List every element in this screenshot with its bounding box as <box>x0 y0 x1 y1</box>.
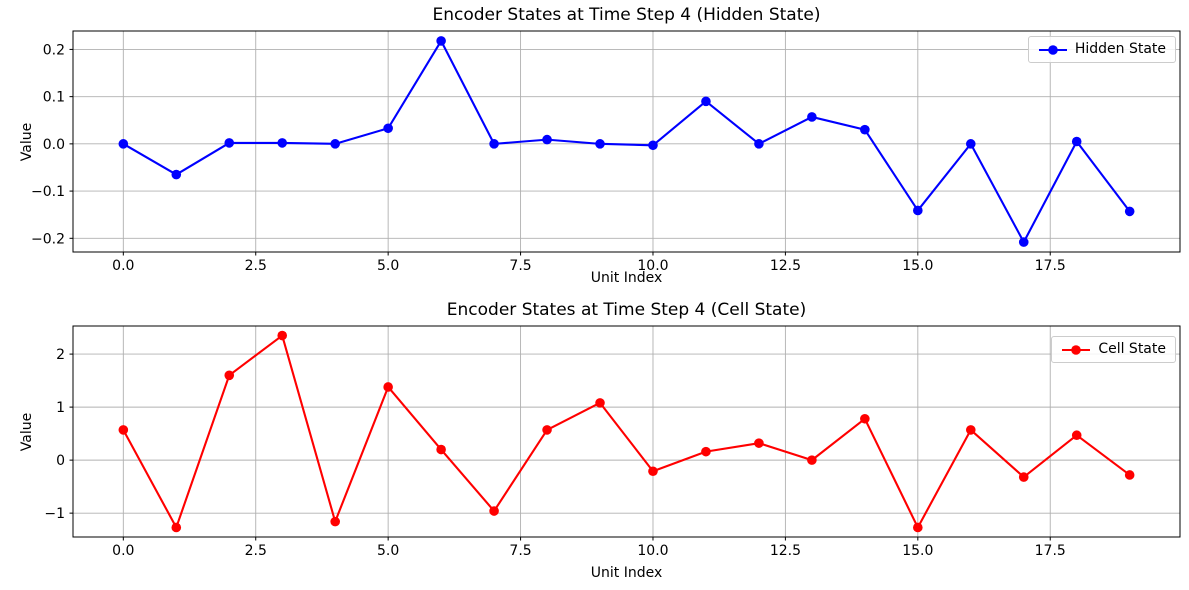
svg-text:0.0: 0.0 <box>112 258 134 274</box>
svg-text:2: 2 <box>56 347 65 363</box>
x-axis-label: Unit Index <box>590 565 663 581</box>
hidden-state-chart: 0.0 2.5 5.0 7.5 10.0 12.5 15.0 17.5 −0.2 −0.1 0.0 0… <box>19 5 1181 286</box>
svg-text:5.0: 5.0 <box>377 258 399 274</box>
svg-text:0: 0 <box>56 453 65 469</box>
svg-text:1: 1 <box>56 400 65 416</box>
svg-text:12.5: 12.5 <box>770 543 801 559</box>
svg-text:15.0: 15.0 <box>902 543 933 559</box>
svg-text:7.5: 7.5 <box>509 258 531 274</box>
svg-text:15.0: 15.0 <box>902 258 933 274</box>
svg-text:−0.2: −0.2 <box>31 231 65 247</box>
cell-state-chart: 0.0 2.5 5.0 7.5 10.0 12.5 15.0 17.5 −1 0 1 2 Encode… <box>0 295 1189 590</box>
svg-text:0.1: 0.1 <box>43 90 65 106</box>
svg-text:2.5: 2.5 <box>245 543 267 559</box>
y-axis-label: Value <box>19 122 35 162</box>
legend-label: Hidden State <box>1074 41 1166 57</box>
hidden-state-plot-area: 0.0 2.5 5.0 7.5 10.0 12.5 15.0 17.5 −0.2 −0.1 0.0 0… <box>31 30 1181 274</box>
legend: Hidden State <box>1027 36 1176 63</box>
svg-text:2.5: 2.5 <box>245 258 267 274</box>
svg-text:0.0: 0.0 <box>112 543 134 559</box>
chart-title: Encoder States at Time Step 4 (Cell Stat… <box>446 300 807 320</box>
svg-text:10.0: 10.0 <box>637 543 668 559</box>
y-axis-label: Value <box>19 412 35 452</box>
svg-text:−0.1: −0.1 <box>31 184 65 200</box>
svg-text:5.0: 5.0 <box>377 543 399 559</box>
x-axis-label: Unit Index <box>590 270 663 286</box>
svg-text:17.5: 17.5 <box>1035 258 1066 274</box>
svg-text:12.5: 12.5 <box>770 258 801 274</box>
svg-text:0.0: 0.0 <box>43 137 65 153</box>
legend: Cell State <box>1051 336 1176 363</box>
svg-text:17.5: 17.5 <box>1035 543 1066 559</box>
svg-text:−1: −1 <box>44 506 65 522</box>
svg-text:10.0: 10.0 <box>637 258 668 274</box>
legend-line-marker-icon <box>1062 344 1091 355</box>
svg-text:7.5: 7.5 <box>509 543 531 559</box>
cell-state-plot-area: 0.0 2.5 5.0 7.5 10.0 12.5 15.0 17.5 −1 0 1 2 <box>44 325 1181 559</box>
legend-label: Cell State <box>1098 341 1166 357</box>
legend-line-marker-icon <box>1038 44 1067 55</box>
svg-text:0.2: 0.2 <box>43 42 65 58</box>
chart-title: Encoder States at Time Step 4 (Hidden St… <box>432 5 821 25</box>
